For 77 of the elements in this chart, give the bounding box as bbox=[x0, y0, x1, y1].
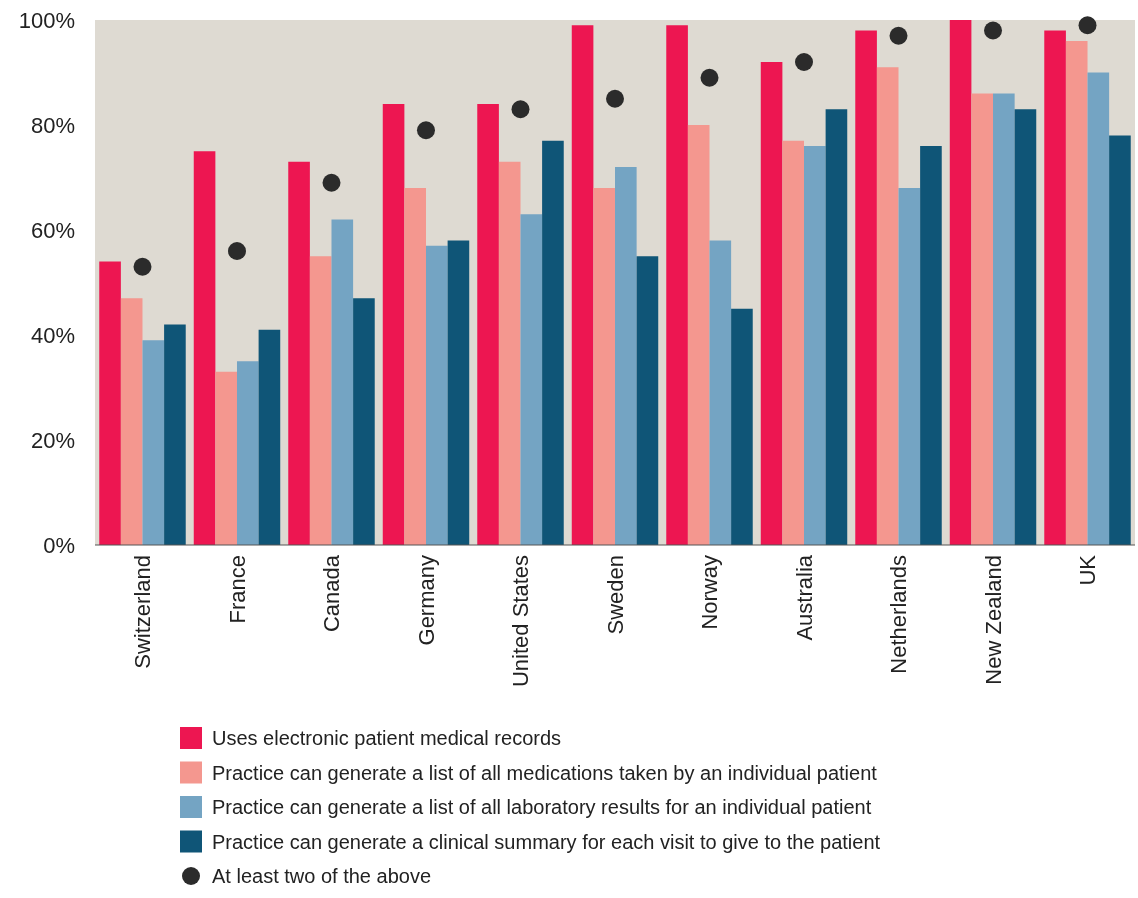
point bbox=[416, 121, 435, 140]
bar bbox=[709, 240, 732, 545]
legend-label: Practice can generate a clinical summary for each visit to give to the patient bbox=[212, 830, 881, 853]
bar bbox=[1065, 41, 1088, 545]
bar bbox=[164, 324, 186, 545]
bar bbox=[1087, 72, 1110, 545]
y-tick-label: 40% bbox=[30, 322, 75, 348]
bar bbox=[193, 151, 216, 545]
x-tick-label: New Zealand bbox=[980, 555, 1006, 685]
bar bbox=[477, 104, 499, 545]
point bbox=[322, 173, 341, 192]
x-tick-label: Australia bbox=[791, 554, 817, 641]
bar bbox=[920, 146, 942, 545]
bar bbox=[498, 161, 521, 545]
bar bbox=[142, 340, 165, 545]
x-tick-label: United States bbox=[508, 555, 534, 688]
bar bbox=[236, 361, 259, 545]
bar bbox=[760, 62, 783, 545]
bar bbox=[949, 20, 972, 545]
bar bbox=[447, 240, 470, 545]
point bbox=[511, 100, 530, 119]
point bbox=[133, 257, 152, 276]
bar bbox=[1109, 135, 1131, 545]
x-tick-label: Germany bbox=[413, 555, 439, 646]
y-tick-label: 0% bbox=[43, 532, 75, 558]
bar bbox=[876, 67, 899, 545]
y-tick-label: 60% bbox=[30, 217, 75, 243]
bar bbox=[288, 161, 310, 545]
bar bbox=[331, 219, 354, 545]
x-tick-label: Netherlands bbox=[886, 555, 912, 674]
bar bbox=[804, 146, 826, 545]
point bbox=[889, 26, 908, 45]
legend-label: Uses electronic patient medical records bbox=[212, 727, 562, 749]
bar bbox=[782, 140, 805, 545]
x-tick-label: UK bbox=[1075, 554, 1101, 586]
bar bbox=[520, 214, 543, 545]
bar bbox=[615, 167, 637, 545]
bar bbox=[898, 188, 921, 545]
bar bbox=[731, 308, 753, 545]
bar bbox=[593, 188, 615, 545]
legend-label: Practice can generate a list of all laboratory results for an individual patient bbox=[212, 796, 872, 818]
bar bbox=[971, 93, 994, 545]
point bbox=[1078, 16, 1097, 35]
bar bbox=[571, 25, 594, 545]
legend-label: At least two of the above bbox=[212, 865, 432, 887]
bar bbox=[666, 25, 688, 545]
point bbox=[700, 68, 719, 87]
legend-label: Practice can generate a list of all medications taken by an individual patient bbox=[212, 761, 878, 784]
bar bbox=[382, 104, 405, 545]
bar bbox=[687, 125, 710, 545]
x-tick-label: France bbox=[224, 555, 250, 624]
bar bbox=[99, 261, 121, 545]
bar bbox=[1014, 109, 1037, 545]
bar bbox=[1044, 30, 1066, 545]
bar bbox=[215, 371, 237, 545]
point bbox=[227, 242, 246, 260]
bar bbox=[426, 245, 448, 545]
bar bbox=[353, 298, 375, 545]
bar bbox=[120, 298, 143, 545]
bar bbox=[825, 109, 848, 545]
x-tick-label: Sweden bbox=[602, 555, 628, 635]
y-tick-label: 80% bbox=[30, 112, 75, 138]
bar bbox=[309, 256, 332, 545]
x-tick-label: Norway bbox=[697, 555, 723, 630]
point bbox=[606, 89, 624, 108]
y-tick-label: 100% bbox=[18, 7, 75, 33]
bar bbox=[404, 188, 426, 545]
bar bbox=[993, 93, 1015, 545]
x-tick-label: Switzerland bbox=[130, 555, 156, 669]
bar bbox=[855, 30, 877, 545]
bar bbox=[636, 256, 659, 545]
bar bbox=[258, 329, 281, 545]
point bbox=[984, 21, 1003, 40]
bar bbox=[542, 140, 564, 545]
y-tick-label: 20% bbox=[30, 427, 75, 453]
point bbox=[795, 53, 814, 71]
x-tick-label: Canada bbox=[319, 554, 345, 633]
